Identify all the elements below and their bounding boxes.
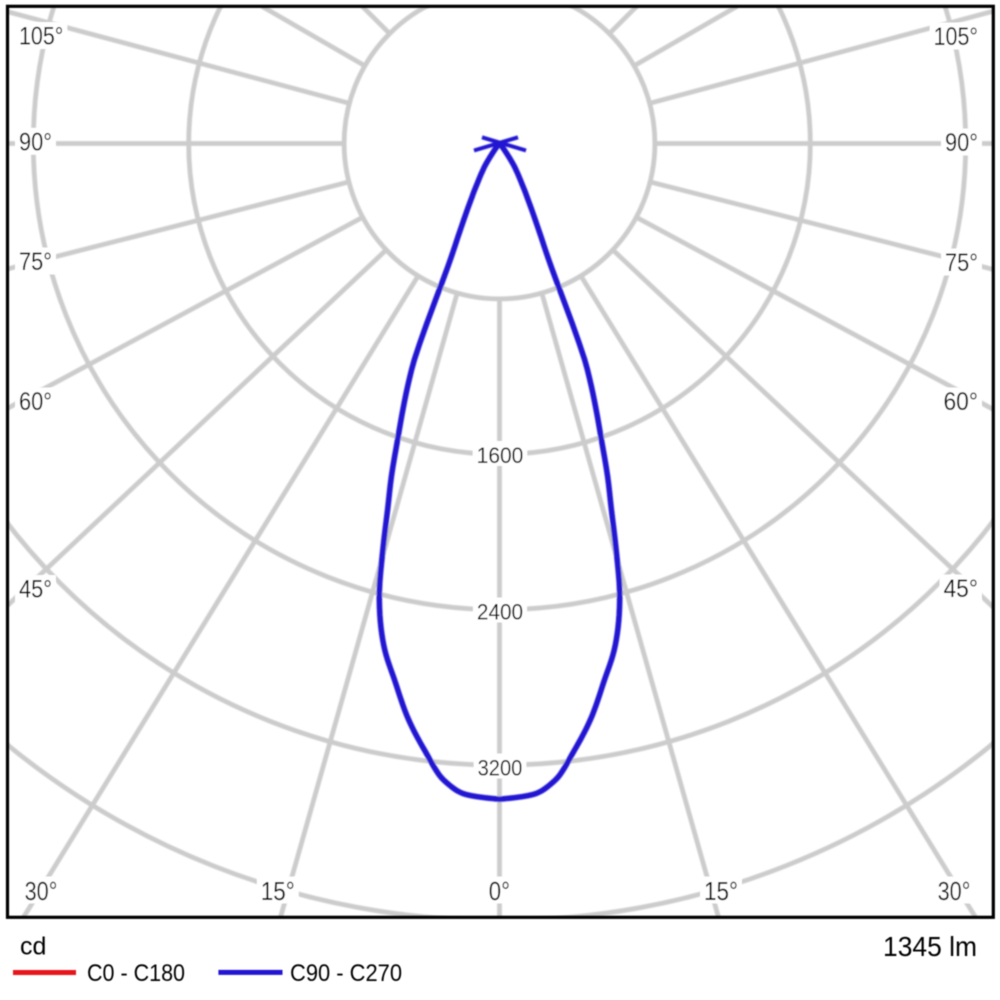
svg-text:15°: 15° bbox=[704, 876, 738, 906]
svg-text:105°: 105° bbox=[934, 23, 978, 51]
svg-text:90°: 90° bbox=[19, 128, 52, 156]
svg-text:75°: 75° bbox=[19, 248, 52, 276]
svg-text:90°: 90° bbox=[945, 129, 978, 157]
svg-text:cd: cd bbox=[20, 933, 46, 961]
svg-text:60°: 60° bbox=[19, 388, 52, 416]
svg-text:C90 - C270: C90 - C270 bbox=[290, 960, 402, 987]
svg-text:30°: 30° bbox=[25, 876, 58, 906]
svg-text:0°: 0° bbox=[489, 876, 510, 906]
svg-text:75°: 75° bbox=[945, 249, 978, 277]
svg-text:45°: 45° bbox=[944, 575, 979, 603]
svg-text:30°: 30° bbox=[938, 876, 971, 906]
svg-text:1600: 1600 bbox=[477, 443, 524, 468]
svg-text:2400: 2400 bbox=[477, 600, 523, 625]
svg-text:C0 - C180: C0 - C180 bbox=[87, 960, 185, 987]
svg-text:105°: 105° bbox=[19, 23, 63, 51]
svg-text:15°: 15° bbox=[261, 876, 295, 906]
svg-text:60°: 60° bbox=[944, 388, 979, 416]
svg-text:1345 lm: 1345 lm bbox=[883, 931, 977, 962]
svg-text:45°: 45° bbox=[19, 576, 52, 604]
svg-text:3200: 3200 bbox=[478, 756, 523, 781]
